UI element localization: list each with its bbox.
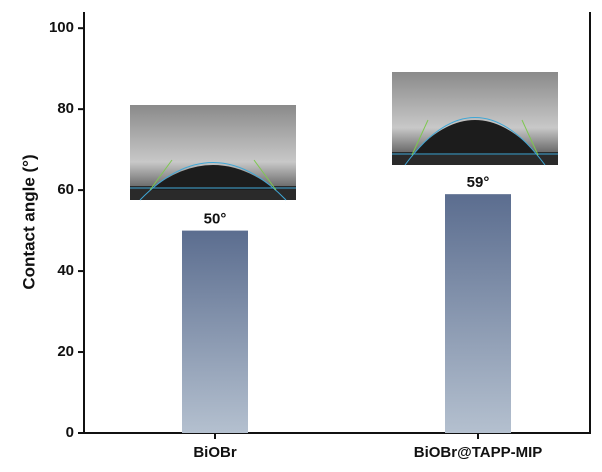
droplet-photo (130, 105, 296, 200)
y-tick-label: 20 (57, 343, 74, 360)
y-tick-label: 80 (57, 100, 74, 117)
y-tick-label: 100 (49, 19, 74, 36)
value-label: 50° (204, 211, 227, 228)
x-tick-label: BiOBr@TAPP-MIP (414, 444, 543, 461)
x-tick-label: BiOBr (193, 444, 237, 461)
bar (182, 231, 248, 433)
value-label: 59° (467, 174, 490, 191)
y-tick-label: 60 (57, 181, 74, 198)
y-tick-label: 40 (57, 262, 74, 279)
droplet-photo (392, 72, 558, 165)
y-tick-label: 0 (66, 424, 74, 441)
chart: Contact angle (°) 0 20 40 60 80 100 BiOBr 50° Bi… (0, 0, 602, 472)
y-axis-title: Contact angle (°) (19, 154, 38, 289)
bar (445, 194, 511, 433)
